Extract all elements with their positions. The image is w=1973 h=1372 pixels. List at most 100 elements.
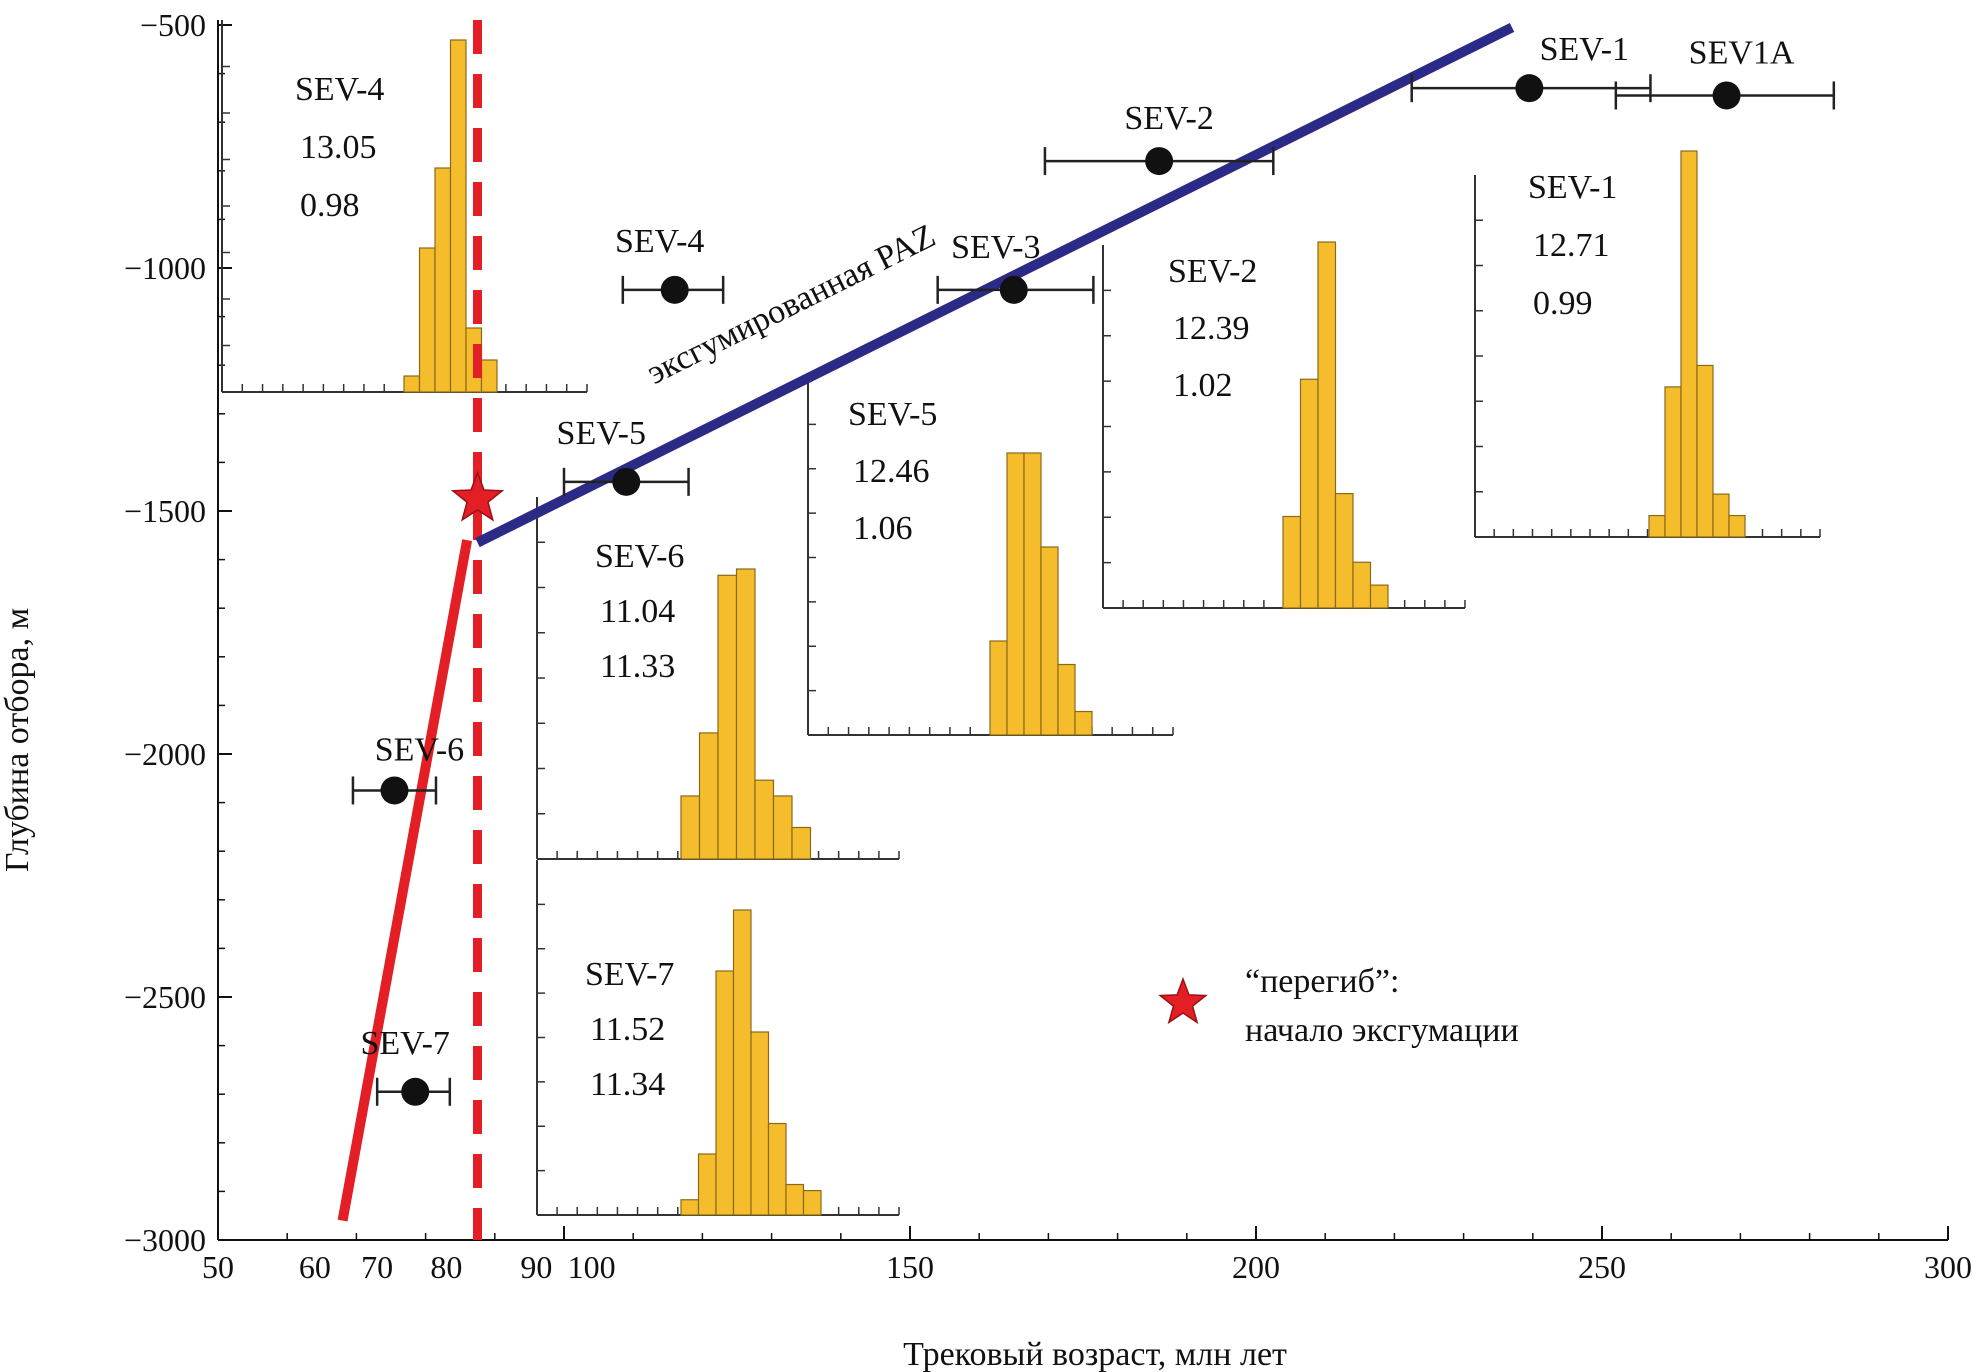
- histogram-bar: [1648, 514, 1666, 538]
- point-label: SEV1A: [1689, 34, 1795, 71]
- histogram-bar: [1006, 452, 1025, 736]
- histogram-bar: [1369, 584, 1389, 609]
- data-point: [1712, 81, 1741, 110]
- histogram-bar: [480, 359, 498, 393]
- point-label: SEV-6: [375, 731, 464, 768]
- histogram-bar: [1040, 546, 1059, 736]
- histogram-bar: [403, 375, 421, 393]
- y-axis-title: Глубина отбора, м: [0, 608, 36, 872]
- histogram-value-2: 11.34: [590, 1066, 665, 1103]
- point-sev-4: SEV-4: [615, 223, 725, 304]
- histogram-value-2: 11.33: [600, 648, 675, 685]
- histogram-bar: [785, 1183, 805, 1216]
- legend-line-1: “перегиб”:: [1245, 963, 1399, 1000]
- point-label: SEV-3: [951, 229, 1040, 266]
- point-label: SEV-1: [1540, 31, 1629, 68]
- histogram-bar: [698, 732, 719, 860]
- histogram-bar: [1728, 514, 1746, 538]
- data-point: [1515, 74, 1544, 103]
- y-tick-label: −500: [140, 7, 206, 43]
- histogram-value-1: 12.46: [853, 453, 930, 490]
- y-tick-label: −1500: [124, 493, 206, 529]
- histogram-value-1: 13.05: [300, 129, 377, 166]
- point-sev1a: SEV1A: [1614, 34, 1836, 110]
- y-tick-label: −2500: [124, 979, 206, 1015]
- histogram-bar: [750, 1031, 770, 1216]
- histogram-sev-5: SEV-5 12.46 1.06: [807, 380, 1174, 736]
- histogram-bar: [791, 826, 812, 860]
- histogram-sev-2: SEV-2 12.39 1.02: [1102, 241, 1466, 609]
- histogram-bar: [449, 39, 467, 393]
- point-sev-7: SEV-7: [361, 1025, 452, 1106]
- legend-star-icon: [1158, 976, 1208, 1025]
- histogram-bar: [735, 568, 756, 860]
- histogram-bar: [989, 640, 1008, 736]
- histogram-bar: [772, 795, 793, 860]
- point-sev-3: SEV-3: [936, 229, 1095, 304]
- histogram-value-1: 12.39: [1173, 310, 1250, 347]
- point-label: SEV-5: [557, 415, 646, 452]
- data-point: [660, 275, 689, 304]
- histogram-bar: [802, 1189, 822, 1216]
- histogram-bar: [1057, 663, 1076, 736]
- x-tick-label: 60: [299, 1249, 331, 1285]
- histogram-bar: [697, 1153, 717, 1216]
- histogram-bar: [1299, 378, 1319, 609]
- histogram-label: SEV-5: [848, 396, 937, 433]
- histogram-bar: [715, 970, 735, 1216]
- histogram-bar: [1282, 515, 1302, 609]
- point-sev-6: SEV-6: [351, 731, 464, 805]
- histogram-sev-6: SEV-6 11.04 11.33: [536, 497, 900, 860]
- histogram-label: SEV-7: [585, 956, 674, 993]
- histogram-bar: [1352, 561, 1372, 609]
- histogram-bar: [1023, 452, 1042, 736]
- x-tick-label: 50: [202, 1249, 234, 1285]
- data-points: SEV-1 SEV1A SEV-2 SEV-3 SEV-4 SEV-5 SEV-6 SEV-7: [351, 31, 1836, 1106]
- histogram-value-2: 0.99: [1533, 285, 1593, 322]
- histogram-insets: SEV-4 13.05 0.98 SEV-1 12.71 0.99 SEV-2 12.39 1.…: [221, 20, 1821, 1216]
- histogram-bar: [1317, 241, 1337, 609]
- x-tick-label: 200: [1232, 1249, 1280, 1285]
- histogram-sev-1: SEV-1 12.71 0.99: [1474, 150, 1821, 538]
- data-point: [401, 1077, 430, 1106]
- histogram-bar: [1664, 386, 1682, 538]
- histogram-sev-4: SEV-4 13.05 0.98: [221, 20, 588, 393]
- point-label: SEV-7: [361, 1025, 450, 1062]
- x-tick-label: 70: [361, 1249, 393, 1285]
- y-tick-label: −1000: [124, 250, 206, 286]
- histogram-label: SEV-4: [295, 71, 384, 108]
- histogram-value-2: 1.06: [853, 510, 913, 547]
- histogram-bar: [680, 795, 701, 860]
- histogram-bar: [717, 574, 738, 860]
- histogram-label: SEV-1: [1528, 169, 1617, 206]
- inflection-star-icon: [450, 470, 505, 522]
- x-tick-label: 150: [886, 1249, 934, 1285]
- point-sev-5: SEV-5: [557, 415, 690, 496]
- x-axis-title: Трековый возраст, млн лет: [903, 1336, 1287, 1372]
- histogram-bar: [732, 909, 752, 1216]
- paz-line: [475, 22, 1515, 548]
- histogram-value-2: 0.98: [300, 187, 360, 224]
- x-tick-label: 250: [1578, 1249, 1626, 1285]
- x-tick-label: 300: [1924, 1249, 1972, 1285]
- legend-line-2: начало эксгумации: [1245, 1012, 1519, 1049]
- point-label: SEV-2: [1124, 100, 1213, 137]
- histogram-bar: [418, 247, 436, 393]
- x-tick-label: 100: [568, 1249, 616, 1285]
- point-sev-1: SEV-1: [1410, 31, 1652, 103]
- histogram-bar: [1074, 710, 1093, 736]
- x-tick-label: 90: [520, 1249, 552, 1285]
- histogram-bar: [754, 779, 775, 860]
- histogram-value-2: 1.02: [1173, 367, 1233, 404]
- histogram-bar: [1712, 493, 1730, 538]
- histogram-bar: [767, 1122, 787, 1216]
- histogram-value-1: 11.52: [590, 1011, 665, 1048]
- y-tick-label: −2000: [124, 736, 206, 772]
- histogram-value-1: 12.71: [1533, 227, 1610, 264]
- histogram-bar: [1334, 493, 1354, 609]
- y-tick-label: −3000: [124, 1222, 206, 1258]
- data-point: [380, 776, 409, 805]
- histogram-value-1: 11.04: [600, 593, 675, 630]
